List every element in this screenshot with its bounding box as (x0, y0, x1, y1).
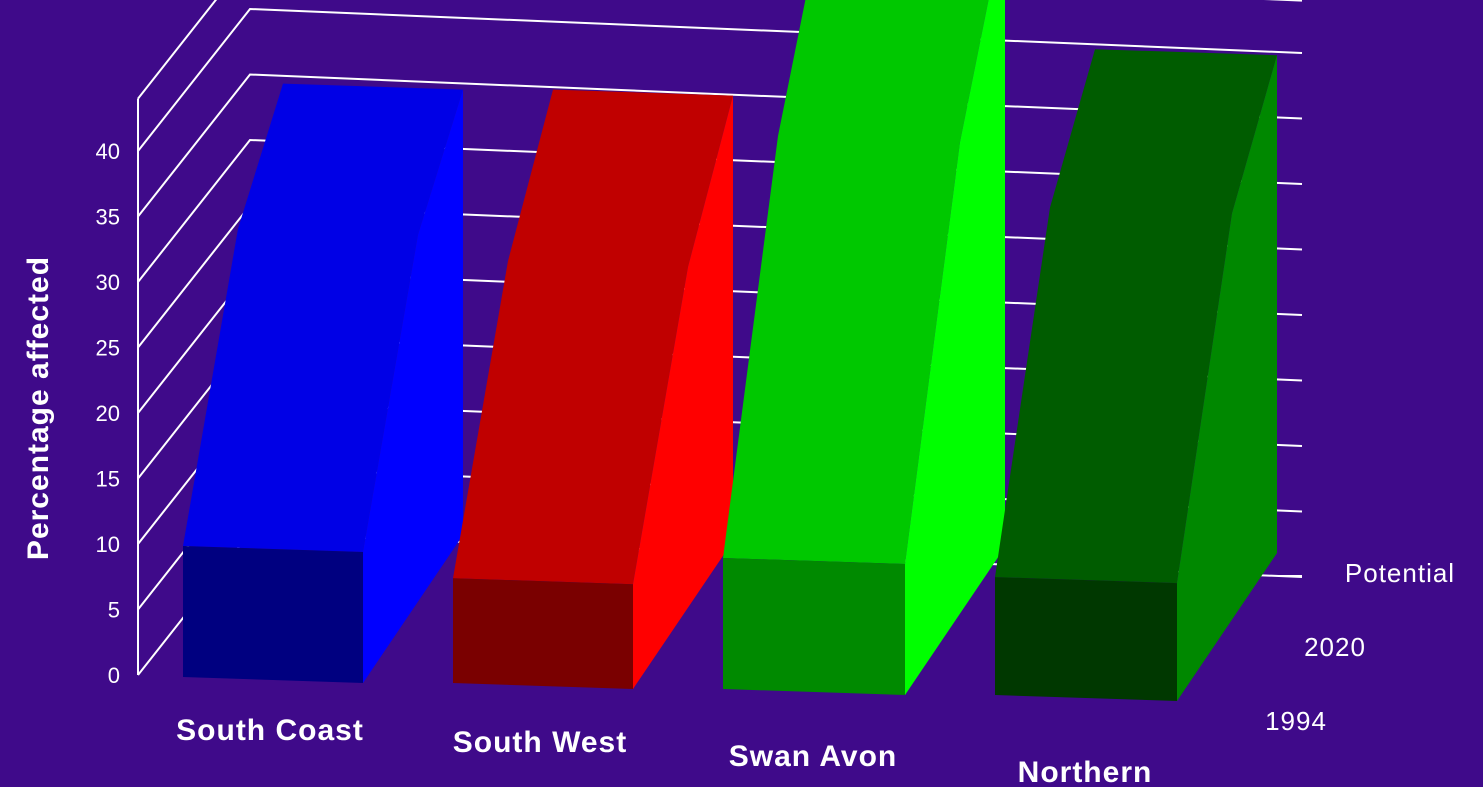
y-tick-label: 25 (96, 336, 120, 361)
bar-swan-avon (723, 0, 1005, 695)
gridline (137, 0, 1303, 100)
category-label: South Coast (176, 714, 364, 747)
bar-front-face (723, 558, 905, 695)
y-axis-label: Percentage affected (22, 256, 55, 560)
bars (183, 0, 1277, 701)
bar-top-surface (723, 0, 989, 564)
depth-series-label: 1994 (1265, 706, 1327, 736)
bar-top-surface (183, 83, 463, 552)
bar-northern (995, 49, 1277, 701)
bar-south-west (453, 89, 733, 690)
y-tick-label: 35 (96, 205, 120, 230)
depth-labels: 1994 2020 Potential (1265, 558, 1455, 736)
category-label: South West (453, 726, 627, 759)
depth-series-label: 2020 (1304, 632, 1366, 662)
bar-top-surface (995, 49, 1277, 584)
y-tick-label: 0 (108, 663, 120, 688)
category-label: Northern (1018, 756, 1153, 787)
bar-side-face (905, 0, 1005, 695)
y-tick-label: 20 (96, 401, 120, 426)
bar-front-face (183, 546, 363, 683)
y-axis-ticks: 0 5 10 15 20 25 30 35 40 (96, 139, 120, 688)
y-tick-label: 30 (96, 270, 120, 295)
bar-side-face (1177, 55, 1277, 701)
y-tick-label: 10 (96, 532, 120, 557)
y-tick-label: 5 (108, 598, 120, 623)
bar-side-face (633, 95, 733, 690)
category-labels: South Coast South West Swan Avon Northern (176, 714, 1153, 787)
category-label: Swan Avon (729, 740, 897, 773)
bar-side-face (363, 89, 463, 684)
y-tick-label: 15 (96, 467, 120, 492)
bar-front-face (453, 578, 633, 689)
bar-top-surface (453, 89, 733, 585)
bar-south-coast (183, 83, 463, 684)
bar-front-face (995, 577, 1177, 701)
depth-series-label: Potential (1345, 558, 1455, 588)
y-tick-label: 40 (96, 139, 120, 164)
